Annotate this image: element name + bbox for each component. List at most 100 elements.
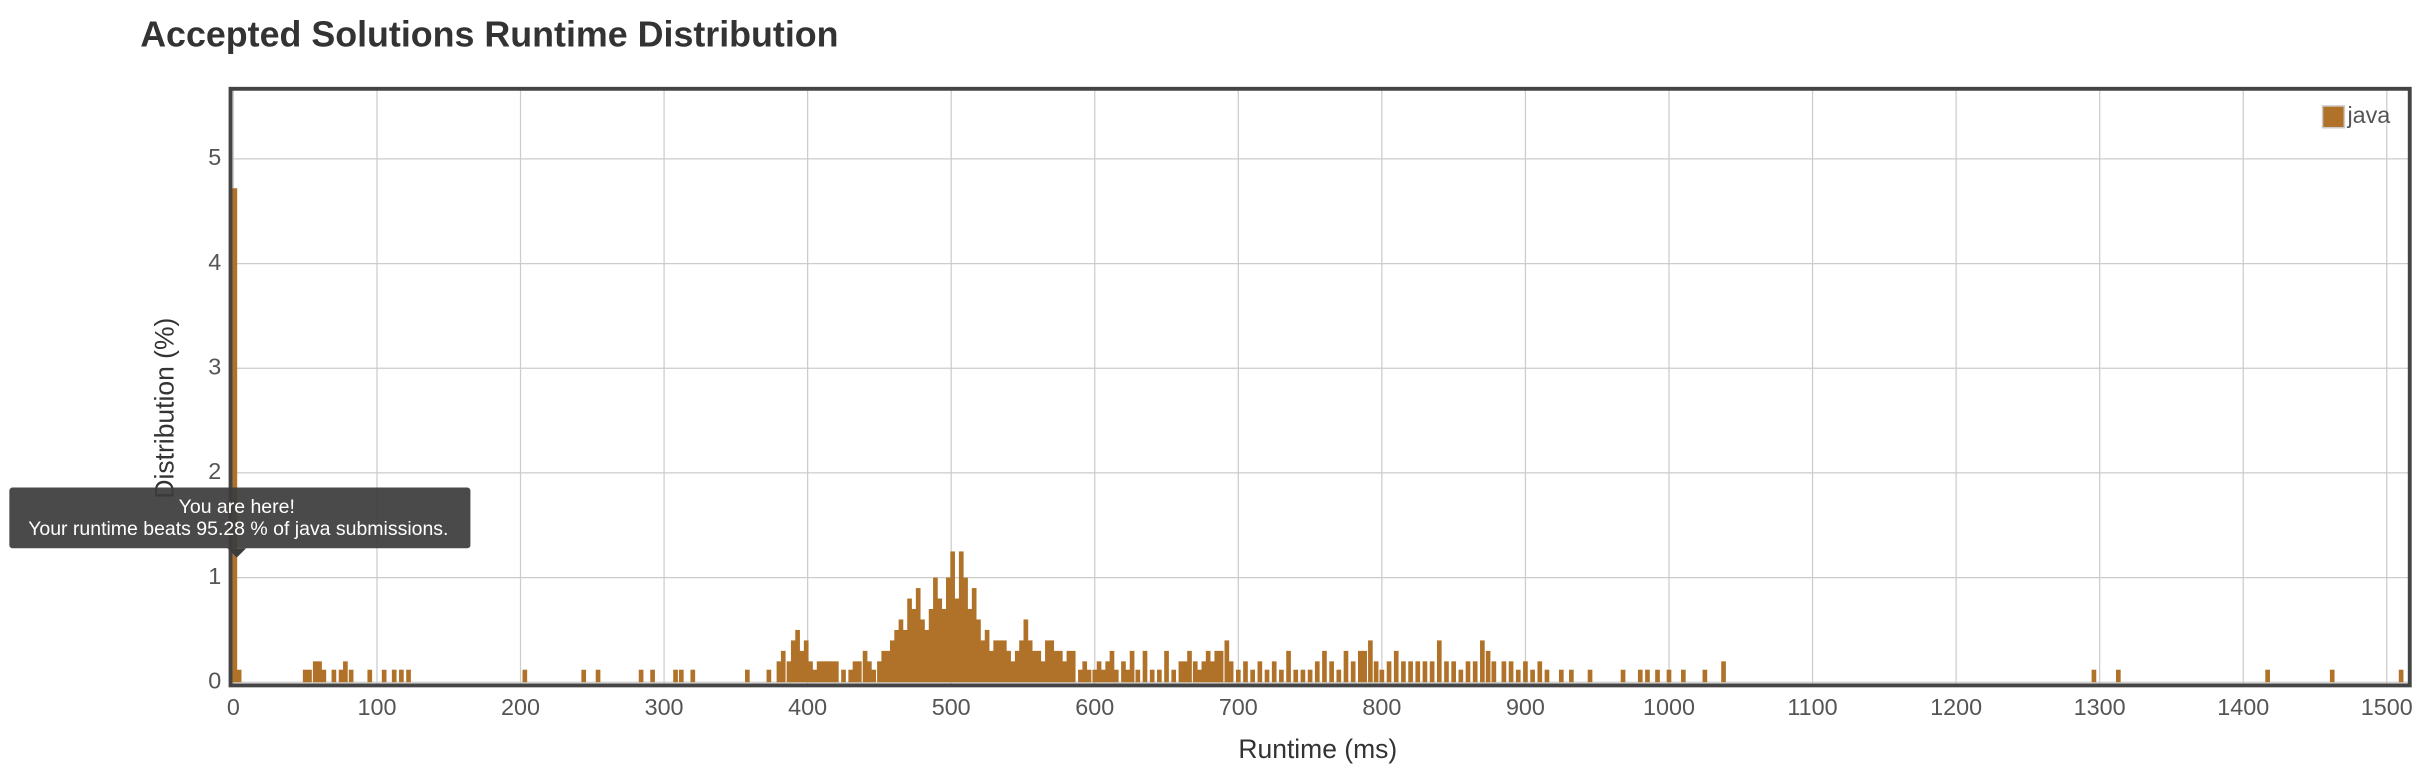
bar: [984, 629, 990, 683]
bar: [1070, 650, 1076, 683]
bar: [1210, 661, 1215, 683]
bar: [406, 669, 411, 683]
plot-frame: [228, 86, 2412, 688]
bar: [924, 629, 930, 683]
bar: [1401, 661, 1406, 683]
bar: [1129, 650, 1135, 683]
bar: [1422, 661, 1428, 683]
bar: [581, 669, 587, 683]
bar: [1444, 661, 1449, 683]
bar: [1637, 669, 1643, 683]
bar: [1523, 661, 1528, 683]
bar: [1045, 640, 1050, 683]
bar: [1178, 661, 1184, 683]
bar: [1472, 661, 1478, 683]
bar: [1125, 669, 1131, 683]
x-axis-label: Runtime (ms): [1238, 734, 1397, 764]
x-tick-label: 600: [1075, 694, 1114, 720]
bar: [348, 669, 354, 683]
bar: [1451, 661, 1456, 683]
bar: [745, 669, 750, 683]
bar: [338, 669, 344, 683]
bar: [1458, 669, 1464, 683]
bar: [963, 577, 968, 683]
x-tick-label: 1300: [2074, 694, 2126, 720]
bar: [232, 188, 238, 683]
bar: [1702, 669, 1708, 683]
bar: [1358, 650, 1363, 683]
bar: [1182, 661, 1188, 683]
bar: [976, 619, 981, 683]
bar: [1368, 640, 1373, 683]
y-tick-label: 1: [208, 563, 221, 589]
bar: [812, 669, 818, 683]
bar: [1485, 650, 1491, 683]
bar: [1171, 669, 1177, 683]
bar: [1429, 661, 1435, 683]
bar: [1142, 650, 1148, 683]
bar: [780, 650, 786, 683]
x-tick-label: 500: [932, 694, 971, 720]
bar: [890, 640, 895, 683]
bar: [1350, 661, 1356, 683]
chart-title: Accepted Solutions Runtime Distribution: [140, 15, 838, 55]
bar: [1078, 669, 1083, 683]
bar: [915, 588, 921, 683]
bar: [1214, 650, 1220, 683]
bar: [1480, 640, 1485, 683]
tooltip-pointer: [227, 548, 247, 558]
bar: [1014, 650, 1020, 683]
bar: [1386, 661, 1392, 683]
bar: [816, 661, 822, 683]
bar: [1201, 661, 1207, 683]
bar: [1062, 661, 1067, 683]
bar: [1040, 661, 1046, 683]
bar: [848, 669, 854, 683]
bar: [302, 669, 308, 683]
bar: [1224, 640, 1230, 683]
bar: [1053, 650, 1059, 683]
bar: [902, 629, 908, 683]
bar: [1721, 661, 1726, 683]
bar: [1408, 661, 1413, 683]
bar: [673, 669, 678, 683]
bar: [1336, 669, 1342, 683]
bar: [862, 650, 868, 683]
bar: [954, 598, 960, 683]
bar: [1010, 661, 1016, 683]
bar: [1515, 669, 1521, 683]
x-tick-label: 100: [357, 694, 396, 720]
bar: [1569, 669, 1574, 683]
bar: [941, 609, 947, 683]
x-tick-label: 1100: [1787, 694, 1837, 720]
bar: [312, 661, 318, 683]
bar: [1027, 640, 1033, 683]
x-tick-label: 0: [227, 694, 240, 720]
y-tick-label: 0: [208, 667, 221, 693]
bar: [1257, 661, 1263, 683]
grid: [230, 88, 2410, 686]
tooltip-box: [9, 487, 471, 549]
bar: [1105, 661, 1111, 683]
bar: [1006, 650, 1011, 683]
bar: [1681, 669, 1686, 683]
bar: [1491, 661, 1497, 683]
bar: [821, 661, 826, 683]
bar: [1587, 669, 1593, 683]
bar: [2329, 669, 2335, 683]
y-tick-label: 5: [208, 144, 221, 170]
bar: [898, 619, 904, 683]
bar: [1501, 661, 1507, 683]
bar: [1329, 661, 1334, 683]
bar: [595, 669, 601, 683]
bar: [2115, 669, 2121, 683]
bar: [989, 650, 994, 683]
bar: [799, 650, 805, 683]
bar: [829, 661, 835, 683]
bar: [1092, 669, 1098, 683]
bar: [786, 661, 792, 683]
bar: [650, 669, 655, 683]
bar: [522, 669, 528, 683]
bar: [1314, 661, 1320, 683]
bar: [1379, 669, 1385, 683]
